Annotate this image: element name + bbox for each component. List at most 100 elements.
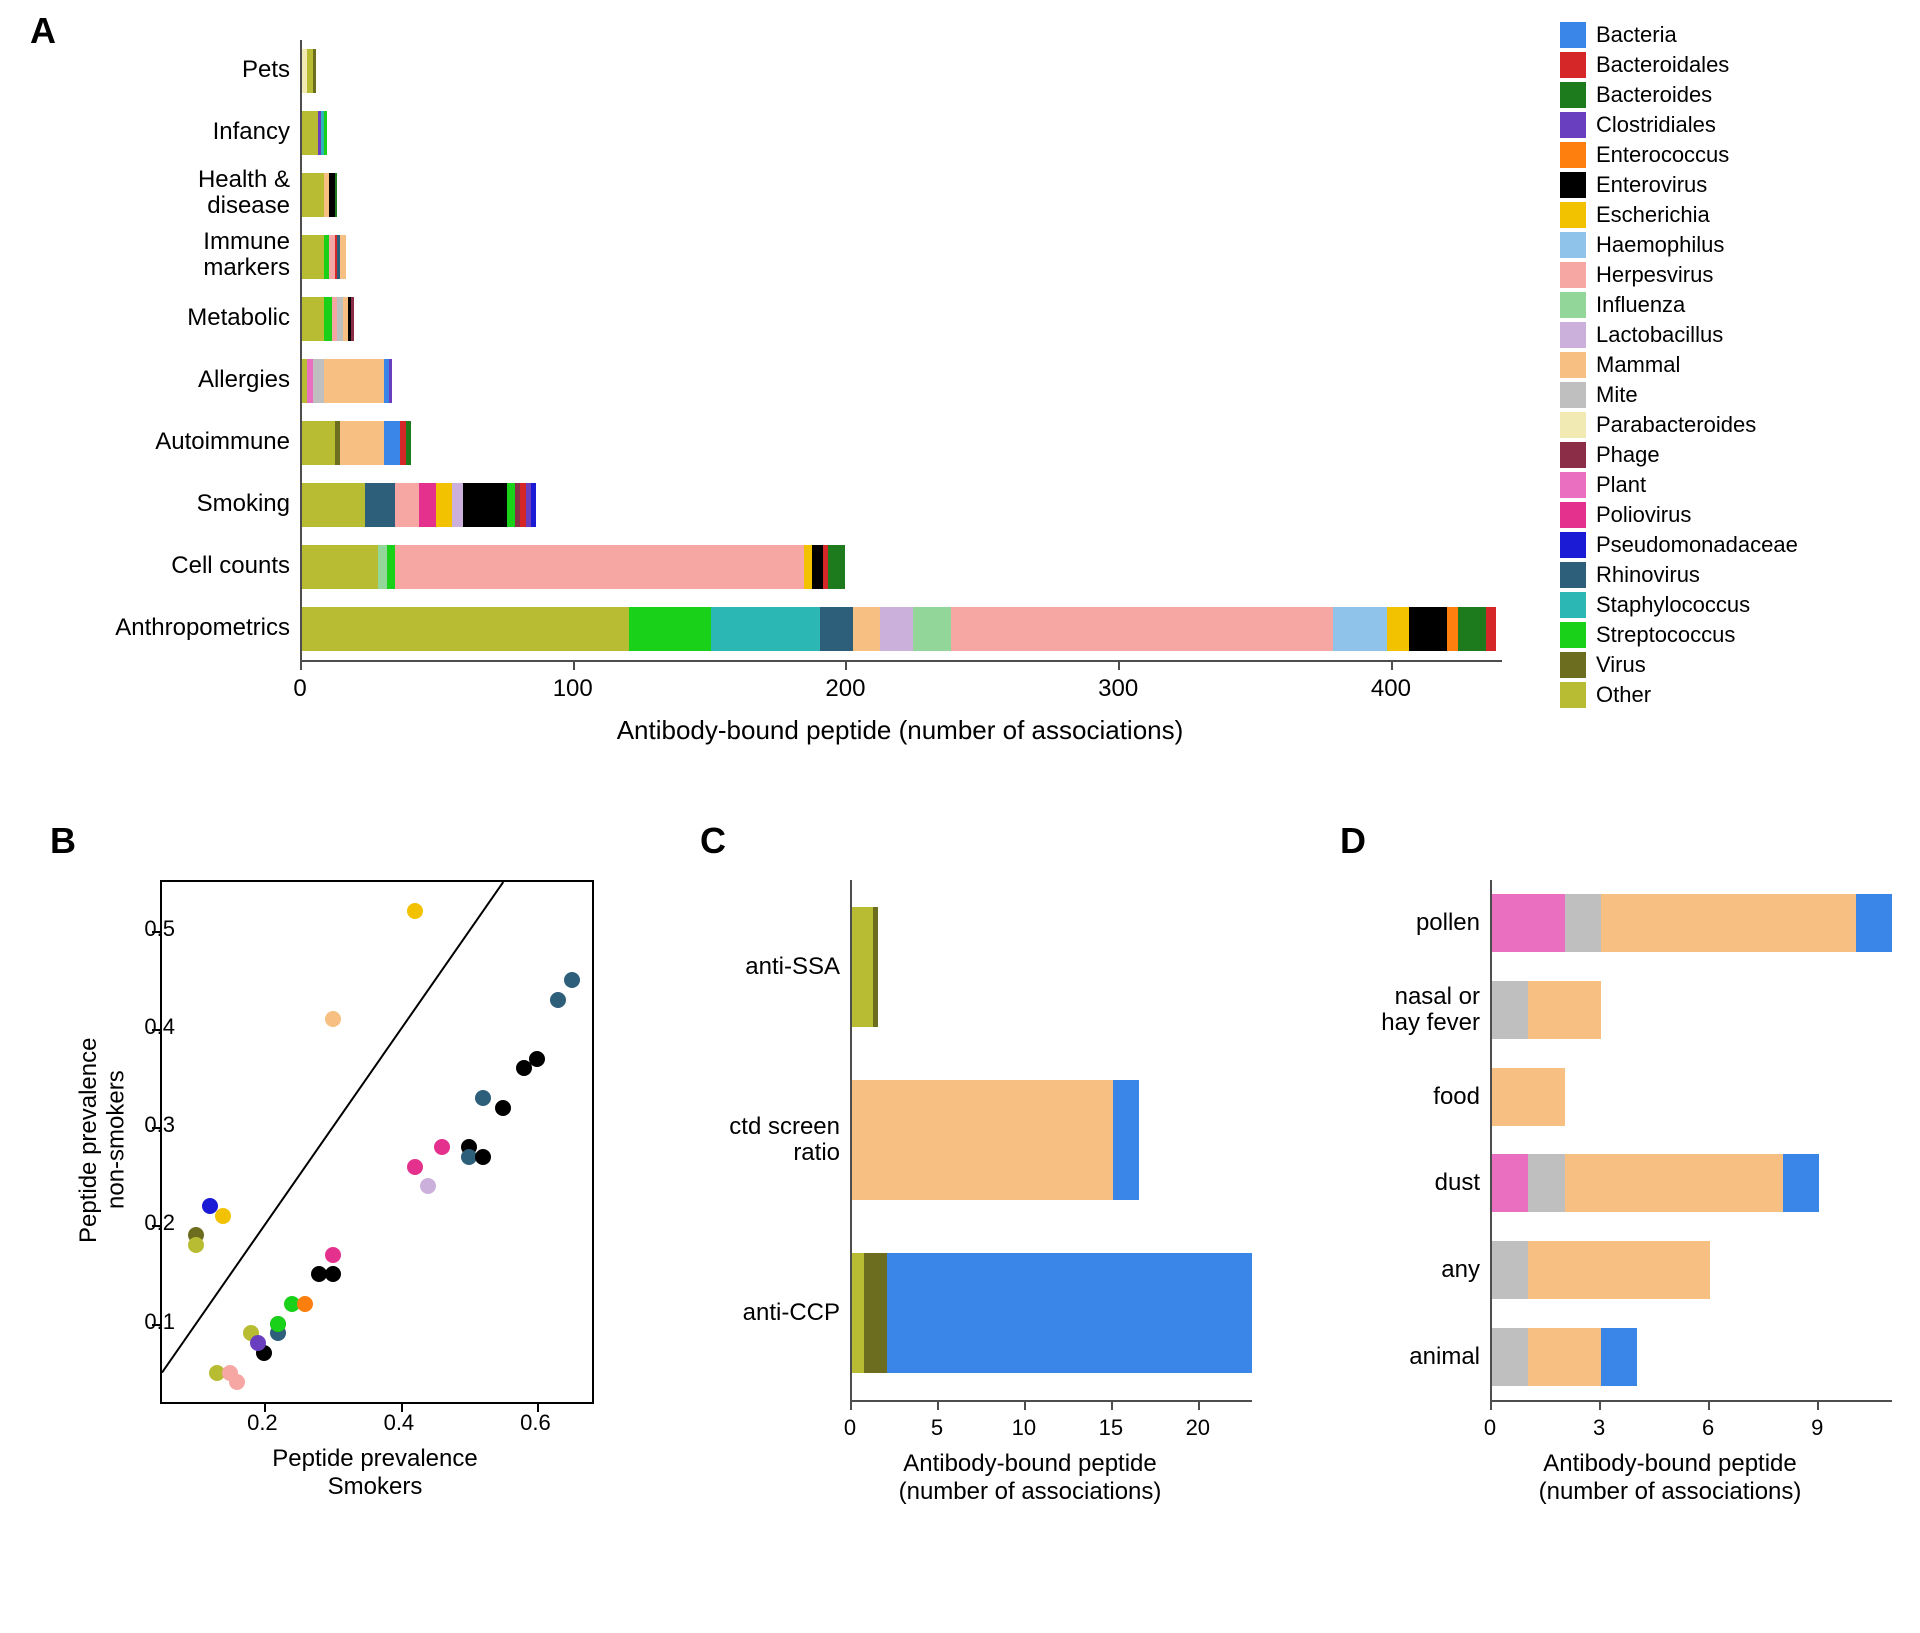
bar-segment — [340, 235, 345, 279]
legend-item: Phage — [1560, 440, 1890, 470]
xtick — [1599, 1400, 1601, 1410]
bar-segment — [1528, 1154, 1564, 1212]
legend-label: Lactobacillus — [1596, 322, 1723, 348]
legend-item: Lactobacillus — [1560, 320, 1890, 350]
legend-item: Herpesvirus — [1560, 260, 1890, 290]
panel-b: Peptide prevalencenon-smokers Peptide pr… — [60, 840, 620, 1560]
scatter-point — [516, 1060, 532, 1076]
bar-row — [302, 545, 845, 589]
ytick-label: Infancy — [70, 119, 290, 145]
bar-row — [302, 421, 411, 465]
scatter-point — [188, 1237, 204, 1253]
bar-row — [302, 359, 392, 403]
panel-b-ylabel: Peptide prevalencenon-smokers — [75, 880, 130, 1400]
bar-row — [852, 907, 878, 1027]
legend-label: Enterococcus — [1596, 142, 1729, 168]
bar-segment — [406, 421, 411, 465]
legend-label: Bacteroidales — [1596, 52, 1729, 78]
bar-segment — [389, 359, 392, 403]
legend-swatch — [1560, 322, 1586, 348]
legend-label: Poliovirus — [1596, 502, 1691, 528]
ytick-label: Smoking — [70, 491, 290, 517]
legend-swatch — [1560, 502, 1586, 528]
ytick-label: Allergies — [70, 367, 290, 393]
legend-swatch — [1560, 262, 1586, 288]
bar-segment — [1601, 1328, 1637, 1386]
bar-segment — [1528, 981, 1601, 1039]
xtick-label: 6 — [1702, 1415, 1714, 1441]
xtick — [1024, 1400, 1026, 1410]
bar-row — [1492, 981, 1601, 1039]
xtick-label: 20 — [1186, 1415, 1210, 1441]
scatter-point — [475, 1090, 491, 1106]
panel-b-plot — [160, 880, 594, 1404]
legend-item: Parabacteroides — [1560, 410, 1890, 440]
xtick-label: 5 — [931, 1415, 943, 1441]
bar-segment — [1601, 894, 1856, 952]
ytick-label: 0.1 — [144, 1309, 175, 1335]
xtick-label: 200 — [825, 675, 865, 703]
panel-d-plot — [1490, 880, 1892, 1402]
bar-row — [1492, 1328, 1637, 1386]
scatter-point — [407, 903, 423, 919]
ytick-label: dust — [1350, 1170, 1480, 1196]
legend-item: Mite — [1560, 380, 1890, 410]
xtick — [1111, 1400, 1113, 1410]
bar-row — [302, 483, 536, 527]
legend-item: Bacteroides — [1560, 80, 1890, 110]
scatter-point — [215, 1208, 231, 1224]
legend-label: Enterovirus — [1596, 172, 1707, 198]
legend-label: Staphylococcus — [1596, 592, 1750, 618]
xtick-label: 0.4 — [384, 1410, 415, 1436]
bar-row — [852, 1080, 1139, 1200]
bar-segment — [302, 545, 378, 589]
bar-row — [302, 111, 327, 155]
xtick — [1118, 660, 1120, 670]
bar-segment — [531, 483, 536, 527]
bar-segment — [880, 607, 913, 651]
xtick — [1817, 1400, 1819, 1410]
scatter-point — [250, 1335, 266, 1351]
legend-label: Mite — [1596, 382, 1638, 408]
legend-swatch — [1560, 232, 1586, 258]
ytick-label: anti-SSA — [710, 954, 840, 980]
legend-swatch — [1560, 592, 1586, 618]
legend-item: Virus — [1560, 650, 1890, 680]
bar-segment — [820, 607, 853, 651]
bar-segment — [711, 607, 820, 651]
scatter-point — [529, 1051, 545, 1067]
xtick — [845, 660, 847, 670]
panel-b-xlabel: Peptide prevalenceSmokers — [160, 1445, 590, 1500]
bar-segment — [395, 545, 804, 589]
legend-label: Plant — [1596, 472, 1646, 498]
legend-label: Bacteroides — [1596, 82, 1712, 108]
legend-label: Bacteria — [1596, 22, 1677, 48]
bar-segment — [351, 297, 354, 341]
bar-segment — [804, 545, 812, 589]
panel-b-diag-line — [162, 882, 592, 1402]
bar-segment — [1528, 1241, 1710, 1299]
xtick-label: 0 — [1484, 1415, 1496, 1441]
bar-segment — [452, 483, 463, 527]
bar-segment — [340, 421, 384, 465]
figure-root: A Antibody-bound peptide (number of asso… — [0, 0, 1920, 1633]
bar-segment — [384, 421, 400, 465]
bar-segment — [378, 545, 386, 589]
legend-label: Escherichia — [1596, 202, 1710, 228]
bar-segment — [1447, 607, 1458, 651]
legend-swatch — [1560, 112, 1586, 138]
bar-segment — [365, 483, 395, 527]
bar-segment — [1783, 1154, 1819, 1212]
bar-row — [302, 173, 337, 217]
scatter-point — [407, 1159, 423, 1175]
bar-segment — [302, 607, 629, 651]
bar-row — [1492, 1154, 1819, 1212]
xtick-label: 15 — [1099, 1415, 1123, 1441]
bar-segment — [1458, 607, 1485, 651]
scatter-point — [270, 1316, 286, 1332]
legend-item: Plant — [1560, 470, 1890, 500]
legend-label: Streptococcus — [1596, 622, 1735, 648]
ytick-label: pollen — [1350, 910, 1480, 936]
scatter-point — [564, 972, 580, 988]
scatter-point — [420, 1178, 436, 1194]
